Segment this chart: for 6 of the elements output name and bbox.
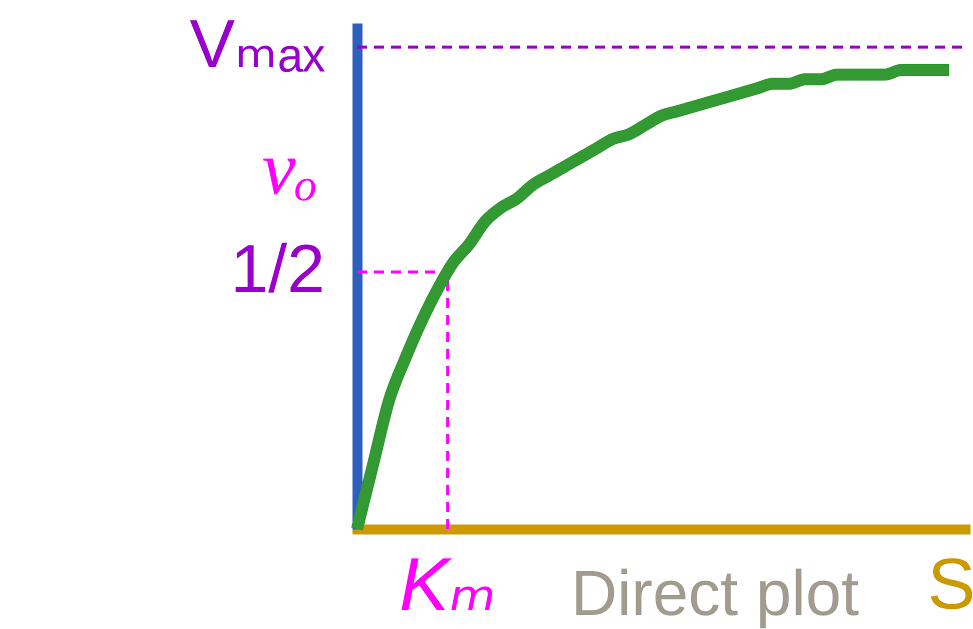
text: Kₘ [399, 542, 496, 626]
ref-line-label: Vₘₐₓ [190, 6, 326, 82]
text: Direct plot [570, 557, 860, 629]
x-axis-title: S [927, 544, 973, 624]
y-axis-title: vₒ [262, 126, 318, 210]
ref-line-label: 1/2 [230, 230, 325, 307]
